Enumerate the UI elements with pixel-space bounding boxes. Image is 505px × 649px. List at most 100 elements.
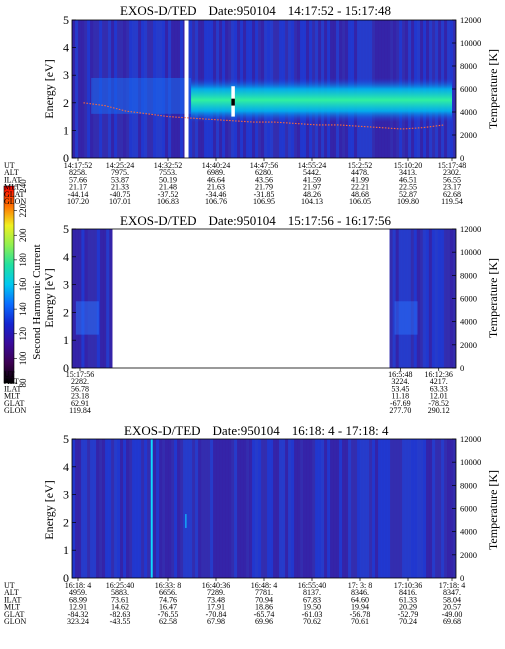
ephemeris-value: 67.98 bbox=[207, 617, 225, 626]
ephemeris-value: 21.97 bbox=[303, 183, 321, 192]
ephemeris-value: 15:17:48 bbox=[438, 161, 466, 170]
data-gap bbox=[184, 20, 189, 158]
ephemeris-value: 46.64 bbox=[207, 175, 225, 184]
ephemeris-value: -82.63 bbox=[110, 610, 131, 619]
y-tick-label-right: 12000 bbox=[460, 15, 481, 25]
y-tick-label: 3 bbox=[63, 488, 69, 502]
ephemeris-value: 23.17 bbox=[443, 183, 461, 192]
ephemeris-value: 16:33: 8 bbox=[155, 581, 181, 590]
colorbar-tick-label: 120 bbox=[18, 327, 28, 341]
y-tick-label-right: 4000 bbox=[460, 317, 477, 327]
y-tick-label: 1 bbox=[63, 543, 69, 557]
y-tick-label-right: 0 bbox=[460, 153, 464, 163]
panel-3-ylabel-right: Temperature [K] bbox=[486, 470, 500, 550]
ephemeris-value: 70.94 bbox=[255, 595, 273, 604]
ephemeris-value: -31.85 bbox=[254, 190, 275, 199]
panel-3-spectrogram bbox=[72, 439, 456, 578]
ephemeris-row-label: UT bbox=[4, 370, 15, 379]
ephemeris-value: 73.48 bbox=[207, 595, 225, 604]
ephemeris-value: 8137. bbox=[303, 588, 321, 597]
panel-2-title: EXOS-D/TED Date:950104 15:17:56 - 16:17:56 bbox=[120, 213, 391, 228]
ephemeris-value: 107.01 bbox=[109, 197, 131, 206]
ephemeris-value: 3413. bbox=[399, 168, 417, 177]
y-tick-label-right: 12000 bbox=[460, 224, 481, 234]
ephemeris-value: 12.01 bbox=[430, 392, 448, 401]
ephemeris-value: 119.54 bbox=[441, 197, 463, 206]
colorbar-tick-label: 220 bbox=[18, 203, 28, 217]
ephemeris-value: 6280. bbox=[255, 168, 273, 177]
ephemeris-value: 109.80 bbox=[397, 197, 419, 206]
ephemeris-value: 41.59 bbox=[303, 175, 321, 184]
ephemeris-value: 56.55 bbox=[443, 175, 461, 184]
ephemeris-value: 62.68 bbox=[443, 190, 461, 199]
ephemeris-value: 69.68 bbox=[443, 617, 461, 626]
ephemeris-value: -78.52 bbox=[428, 399, 449, 408]
ephemeris-value: 104.13 bbox=[301, 197, 323, 206]
ephemeris-value: 14.62 bbox=[111, 603, 129, 612]
ephemeris-value: 7975. bbox=[111, 168, 129, 177]
ephemeris-value: 16:12:36 bbox=[424, 370, 452, 379]
ephemeris-value: 2282. bbox=[71, 377, 89, 386]
ephemeris-value: 48.26 bbox=[303, 190, 321, 199]
ephemeris-value: 7289. bbox=[207, 588, 225, 597]
y-tick-label: 3 bbox=[63, 68, 69, 82]
ephemeris-row-label: ALT bbox=[4, 588, 19, 597]
ephemeris-value: 46.51 bbox=[399, 175, 417, 184]
ephemeris-row-label: GLAT bbox=[4, 190, 25, 199]
colorbar-tick-label: 200 bbox=[18, 228, 28, 242]
ephemeris-value: 43.56 bbox=[255, 175, 273, 184]
ephemeris-value: -67.69 bbox=[390, 399, 411, 408]
ephemeris-value: 8258. bbox=[69, 168, 87, 177]
panel-2-ylabel: Energy [eV] bbox=[42, 268, 56, 327]
ephemeris-value: 14:47:56 bbox=[250, 161, 278, 170]
ephemeris-value: 16:5:48 bbox=[388, 370, 412, 379]
ephemeris-row-label: UT bbox=[4, 161, 15, 170]
ephemeris-value: 11.18 bbox=[391, 392, 409, 401]
energy-band-faint bbox=[91, 77, 192, 114]
ephemeris-value: -37.52 bbox=[158, 190, 179, 199]
ephemeris-row-label: GLAT bbox=[4, 399, 25, 408]
panel-1-ylabel: Energy [eV] bbox=[42, 59, 56, 118]
ephemeris-value: 73.61 bbox=[111, 595, 129, 604]
ephemeris-value: 20.29 bbox=[399, 603, 417, 612]
y-tick-label-right: 0 bbox=[460, 573, 464, 583]
ephemeris-value: 8347. bbox=[443, 588, 461, 597]
panel-2-spectrogram bbox=[72, 229, 456, 368]
y-tick-label-right: 8000 bbox=[460, 480, 477, 490]
ephemeris-value: 63.33 bbox=[430, 384, 448, 393]
ephemeris-value: 21.63 bbox=[207, 183, 225, 192]
y-tick-label-right: 2000 bbox=[460, 340, 477, 350]
panel-1-spectrogram bbox=[72, 20, 456, 158]
y-tick-label-right: 6000 bbox=[460, 84, 477, 94]
y-tick-label-right: 10000 bbox=[460, 38, 481, 48]
ephemeris-row-label: ILAT bbox=[4, 175, 21, 184]
y-tick-label-right: 8000 bbox=[460, 61, 477, 71]
ephemeris-row-label: MLT bbox=[4, 392, 20, 401]
ephemeris-value: 22.21 bbox=[351, 183, 369, 192]
y-tick-label-right: 6000 bbox=[460, 294, 477, 304]
ephemeris-row-label: GLON bbox=[4, 406, 26, 415]
ephemeris-value: 16:55:40 bbox=[298, 581, 326, 590]
ephemeris-row-label: ALT bbox=[4, 377, 19, 386]
colorbar: 80 100 120 140 160 180 200 220 240 Second Harmon… bbox=[3, 179, 43, 388]
ephemeris-value: -49.00 bbox=[442, 610, 463, 619]
y-tick-label-right: 10000 bbox=[460, 247, 481, 257]
ephemeris-value: 74.76 bbox=[159, 595, 177, 604]
panel-3: EXOS-D/TED Date:950104 16:18: 4 - 17:18: 4… bbox=[4, 423, 500, 626]
y-tick-label-right: 12000 bbox=[460, 434, 481, 444]
ephemeris-value: 70.61 bbox=[351, 617, 369, 626]
ephemeris-value: 15:17:56 bbox=[66, 370, 94, 379]
ephemeris-value: 14:55:24 bbox=[298, 161, 326, 170]
ephemeris-value: 106.95 bbox=[253, 197, 275, 206]
colorbar-tick-label: 180 bbox=[18, 253, 28, 267]
ephemeris-value: 106.76 bbox=[205, 197, 227, 206]
ephemeris-value: 48.68 bbox=[351, 190, 369, 199]
ephemeris-value: -44.14 bbox=[68, 190, 89, 199]
ephemeris-value: -84.32 bbox=[68, 610, 89, 619]
ephemeris-value: -61.03 bbox=[302, 610, 323, 619]
ephemeris-value: 16:18: 4 bbox=[65, 581, 91, 590]
ephemeris-value: 20.57 bbox=[443, 603, 461, 612]
ephemeris-value: 15:10:20 bbox=[394, 161, 422, 170]
ephemeris-row-label: UT bbox=[4, 581, 15, 590]
